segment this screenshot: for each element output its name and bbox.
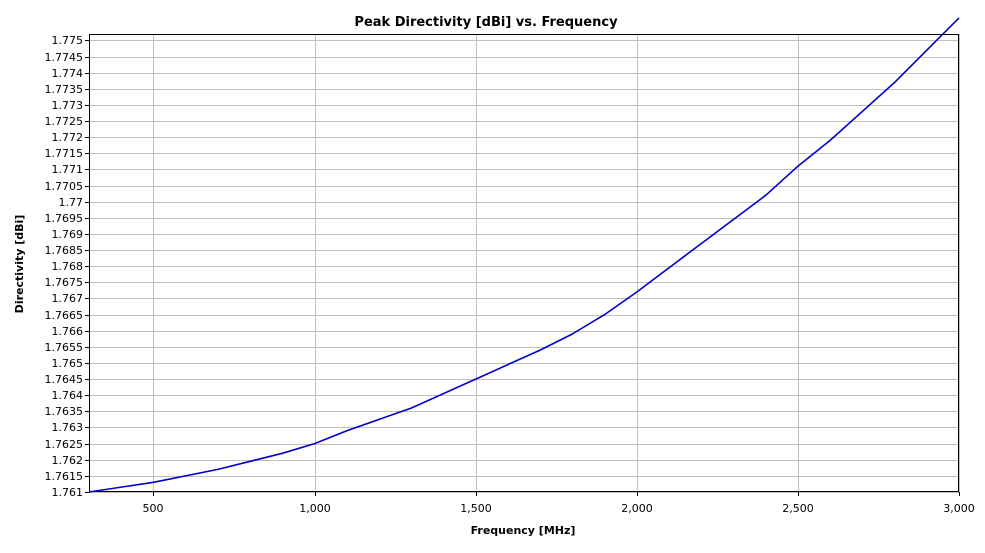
y-tick-label: 1.764 (52, 389, 84, 402)
y-tick-label: 1.772 (52, 131, 84, 144)
y-tick-label: 1.7655 (45, 341, 84, 354)
x-tick-label: 2,000 (621, 502, 653, 515)
grid-lines (89, 34, 960, 493)
y-tick-label: 1.7625 (45, 438, 84, 451)
y-tick-label: 1.7645 (45, 373, 84, 386)
y-tick-label: 1.761 (52, 486, 84, 499)
x-tick-label: 2,500 (782, 502, 814, 515)
axis-ticks (85, 40, 960, 496)
y-tick-label: 1.773 (52, 99, 84, 112)
y-tick-label: 1.763 (52, 421, 84, 434)
x-axis-title: Frequency [MHz] (471, 524, 576, 537)
y-tick-label: 1.768 (52, 260, 84, 273)
y-tick-label: 1.77 (59, 196, 84, 209)
x-tick-label: 500 (143, 502, 164, 515)
chart-title: Peak Directivity [dBi] vs. Frequency (354, 15, 618, 30)
y-tick-label: 1.7685 (45, 244, 84, 257)
y-tick-label: 1.7735 (45, 83, 84, 96)
x-tick-label: 1,500 (460, 502, 492, 515)
y-tick-label: 1.7635 (45, 405, 84, 418)
plot-frame (89, 34, 959, 492)
y-tick-label: 1.762 (52, 454, 84, 467)
y-tick-label: 1.769 (52, 228, 84, 241)
series-line (88, 17, 960, 493)
y-axis-title: Directivity [dBi] (13, 215, 26, 314)
x-tick-label: 1,000 (299, 502, 331, 515)
y-tick-label: 1.7615 (45, 470, 84, 483)
y-tick-label: 1.7725 (45, 115, 84, 128)
tick-labels: 500 1,000 1,500 2,000 2,500 3,000 1.761 1.7615 1… (45, 34, 975, 515)
y-tick-label: 1.7695 (45, 212, 84, 225)
y-tick-label: 1.767 (52, 292, 84, 305)
y-tick-label: 1.771 (52, 163, 84, 176)
y-tick-label: 1.765 (52, 357, 84, 370)
y-tick-label: 1.766 (52, 325, 84, 338)
y-tick-label: 1.7675 (45, 276, 84, 289)
y-tick-label: 1.7705 (45, 180, 84, 193)
y-tick-label: 1.7715 (45, 147, 84, 160)
y-tick-label: 1.774 (52, 67, 84, 80)
y-tick-label: 1.7745 (45, 51, 84, 64)
y-tick-label: 1.7665 (45, 309, 84, 322)
x-tick-label: 3,000 (943, 502, 975, 515)
y-tick-label: 1.775 (52, 34, 84, 47)
